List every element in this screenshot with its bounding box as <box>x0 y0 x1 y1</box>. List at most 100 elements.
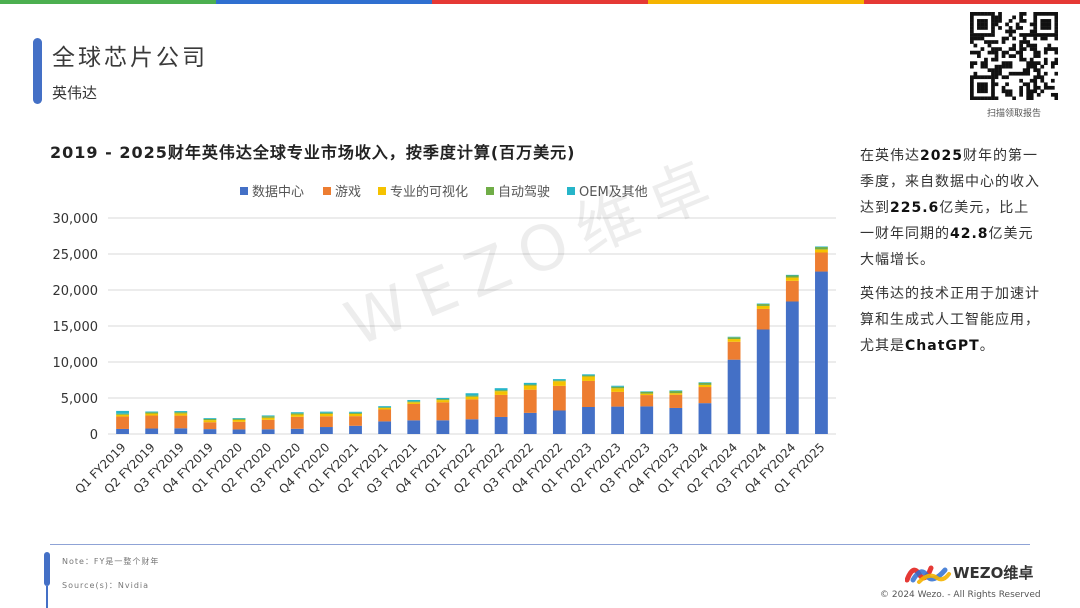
bar-segment <box>465 399 479 420</box>
bar-segment <box>232 419 246 422</box>
qr-code-icon[interactable] <box>970 12 1058 100</box>
bar-segment <box>727 339 741 342</box>
side-paragraph-1: 在英伟达2025财年的第一季度，来自数据中心的收入达到225.6亿美元，比上一财… <box>860 143 1040 273</box>
bar-segment <box>203 420 217 423</box>
bar-segment <box>349 411 362 413</box>
bar-segment <box>698 387 712 404</box>
bar-segment <box>349 413 362 417</box>
bar-segment <box>378 406 392 408</box>
side-text-bold: 225.6 <box>890 200 940 216</box>
side-text-bold: 2025 <box>920 148 963 164</box>
bar-segment <box>815 252 828 272</box>
legend-swatch <box>240 187 248 195</box>
bar-segment <box>290 428 304 434</box>
footer-note: Note：FY是一整个财年 <box>62 557 160 566</box>
bar-segment <box>582 375 595 377</box>
side-commentary: 在英伟达2025财年的第一季度，来自数据中心的收入达到225.6亿美元，比上一财… <box>860 143 1040 367</box>
bar-segment <box>378 421 392 434</box>
bar-segment <box>261 417 275 420</box>
bar-segment <box>582 380 595 407</box>
bar-segment <box>523 389 537 413</box>
legend-label: 自动驾驶 <box>498 185 550 200</box>
bar-segment <box>523 384 537 386</box>
y-tick-label: 20,000 <box>53 284 99 299</box>
bar-segment <box>552 379 566 381</box>
bar-segment <box>290 413 304 415</box>
bar-segment <box>203 418 217 421</box>
bar-segment <box>116 428 129 434</box>
side-text-bold: 42.8 <box>950 226 989 242</box>
bar-segment <box>407 402 421 404</box>
bar-segment <box>290 414 304 417</box>
side-text-run: 。 <box>979 338 995 354</box>
bar-segment <box>232 418 246 420</box>
bar-segment <box>174 413 188 416</box>
bar-segment <box>145 413 159 416</box>
bar-segment <box>261 419 275 430</box>
bar-segment <box>698 384 712 388</box>
bar-segment <box>785 301 799 434</box>
bar-segment <box>407 403 421 421</box>
bar-segment <box>785 274 799 276</box>
bar-segment <box>552 385 566 411</box>
bar-segment <box>116 414 129 417</box>
bar-segment <box>756 304 770 306</box>
bar-segment <box>349 412 362 414</box>
bar-segment <box>785 275 799 278</box>
bar-segment <box>349 416 362 426</box>
side-text-run: 财年的第一季度，来自数据中心的收入达到 <box>860 148 1040 216</box>
bar-segment <box>727 337 741 340</box>
bar-segment <box>815 271 828 434</box>
bar-segment <box>145 415 159 429</box>
bar-segment <box>815 246 828 248</box>
y-tick-label: 5,000 <box>61 392 98 407</box>
bar-segment <box>611 386 625 389</box>
bar-segment <box>349 425 362 434</box>
footer-source: Source(s)：Nvidia <box>62 581 150 590</box>
bar-segment <box>785 280 799 302</box>
bar-segment <box>261 429 275 434</box>
bar-segment <box>552 410 566 434</box>
bar-segment <box>523 382 537 385</box>
bar-segment <box>640 391 654 392</box>
legend-swatch <box>567 187 575 195</box>
bar-segment <box>815 249 828 253</box>
bar-segment <box>582 407 595 434</box>
bar-segment <box>378 407 392 409</box>
bar-segment <box>611 391 625 407</box>
bar-segment <box>640 391 654 394</box>
page-title: 全球芯片公司 <box>52 45 208 71</box>
side-text-run: 亿美元大幅增长。 <box>860 226 1034 268</box>
bar-segment <box>116 410 129 414</box>
bar-segment <box>523 385 537 390</box>
title-accent-bar <box>33 38 42 104</box>
bar-segment <box>145 412 159 414</box>
bar-segment <box>407 420 421 434</box>
bar-segment <box>116 413 129 415</box>
bar-segment <box>319 413 333 417</box>
bar-segment <box>174 415 188 429</box>
y-tick-label: 0 <box>90 428 98 443</box>
bar-segment <box>698 382 712 385</box>
bar-segment <box>378 409 392 422</box>
side-text-run: 亿美元，比上一财年同期的 <box>860 200 1030 242</box>
bar-segment <box>582 376 595 381</box>
bar-segment <box>582 374 595 376</box>
bar-segment <box>727 359 741 434</box>
side-text-bold: ChatGPT <box>905 338 980 354</box>
bar-segment <box>756 303 770 305</box>
top-color-segment <box>0 0 216 4</box>
y-tick-label: 10,000 <box>53 356 99 371</box>
y-tick-label: 25,000 <box>53 248 99 263</box>
bar-segment <box>203 422 217 430</box>
chart-title: 2019 - 2025财年英伟达全球专业市场收入，按季度计算(百万美元) <box>50 143 576 162</box>
footer-accent-stem <box>46 586 48 608</box>
bar-segment <box>611 406 625 434</box>
bar-segment <box>232 429 246 434</box>
top-color-bar <box>0 0 1080 4</box>
bar-segment <box>319 416 333 428</box>
legend-label: 数据中心 <box>252 185 304 200</box>
legend-swatch <box>486 187 494 195</box>
bar-segment <box>203 429 217 434</box>
bar-segment <box>698 403 712 434</box>
